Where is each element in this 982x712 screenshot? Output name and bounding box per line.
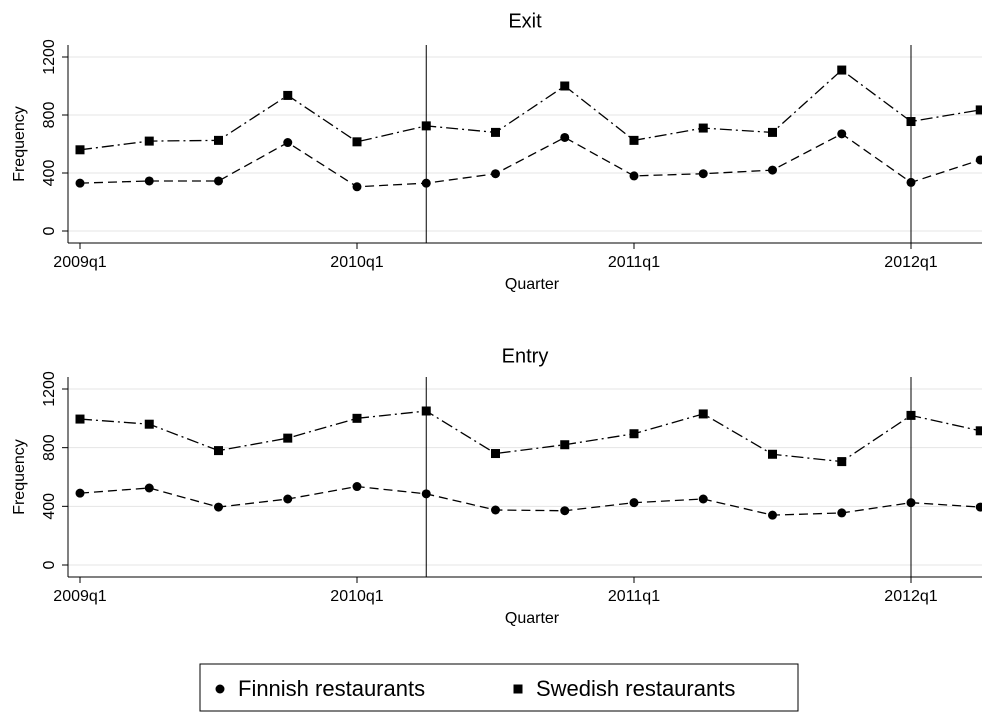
marker [906, 498, 916, 508]
x-tick-label: 2011q1 [608, 588, 660, 605]
marker [975, 155, 982, 165]
marker [560, 132, 570, 142]
marker [283, 90, 293, 100]
marker [352, 182, 362, 192]
marker [144, 483, 154, 493]
marker [144, 176, 154, 186]
y-axis-label: Frequency [11, 439, 28, 515]
marker [975, 502, 982, 512]
marker [768, 165, 777, 175]
marker [214, 446, 223, 456]
legend-marker [215, 684, 225, 694]
marker [837, 129, 847, 139]
marker [421, 178, 431, 188]
marker [352, 413, 362, 423]
y-tick-label: 1200 [41, 39, 58, 75]
marker [75, 414, 85, 424]
marker [491, 449, 500, 459]
x-tick-label: 2010q1 [330, 588, 383, 605]
x-tick-label: 2009q1 [53, 588, 106, 605]
y-tick-label: 1200 [41, 371, 58, 407]
marker [837, 65, 847, 75]
marker [283, 494, 293, 504]
y-tick-label: 400 [41, 493, 58, 520]
marker [837, 508, 847, 518]
series-line [79, 133, 981, 188]
marker [698, 409, 708, 419]
marker [906, 117, 916, 127]
marker [906, 177, 916, 187]
marker [352, 137, 362, 147]
marker [144, 419, 154, 429]
y-tick-label: 0 [41, 226, 58, 235]
marker [698, 494, 708, 504]
marker [491, 169, 500, 179]
marker [629, 498, 639, 508]
legend-box [199, 663, 799, 712]
marker [421, 406, 431, 416]
marker [629, 135, 639, 145]
x-tick-label: 2009q1 [53, 254, 106, 271]
series-line [79, 69, 981, 151]
y-axis-label: Frequency [11, 106, 28, 182]
x-axis-label: Quarter [505, 276, 560, 293]
marker [975, 426, 982, 436]
series-line [79, 410, 981, 463]
marker [768, 449, 777, 459]
marker [975, 105, 982, 115]
y-tick-label: 400 [41, 160, 58, 187]
chart-title: Exit [508, 10, 542, 32]
marker [629, 429, 639, 439]
marker [75, 178, 85, 188]
marker [144, 136, 154, 146]
marker [768, 127, 777, 137]
marker [698, 123, 708, 133]
marker [421, 489, 431, 499]
chart-title: Entry [502, 345, 549, 367]
x-axis-label: Quarter [505, 610, 560, 627]
x-tick-label: 2010q1 [330, 254, 383, 271]
y-tick-label: 0 [41, 560, 58, 569]
marker [352, 482, 362, 492]
marker [698, 169, 708, 179]
marker [75, 488, 85, 498]
legend-marker [513, 684, 523, 694]
marker [560, 81, 570, 91]
marker [75, 145, 85, 155]
marker [629, 171, 639, 181]
marker [214, 135, 223, 145]
marker [283, 138, 293, 148]
marker [768, 510, 777, 520]
marker [214, 176, 223, 186]
marker [214, 502, 223, 512]
marker [491, 127, 500, 137]
marker [906, 410, 916, 420]
x-tick-label: 2011q1 [608, 254, 660, 271]
series-line [79, 485, 981, 516]
y-tick-label: 800 [41, 102, 58, 129]
marker [491, 505, 500, 515]
marker [837, 457, 847, 467]
x-tick-label: 2012q1 [884, 588, 937, 605]
marker [421, 121, 431, 131]
x-tick-label: 2012q1 [884, 254, 937, 271]
marker [560, 440, 570, 450]
y-tick-label: 800 [41, 434, 58, 461]
marker [283, 433, 293, 443]
legend-label: Finnish restaurants [238, 676, 425, 701]
marker [560, 506, 570, 516]
legend-label: Swedish restaurants [536, 676, 735, 701]
